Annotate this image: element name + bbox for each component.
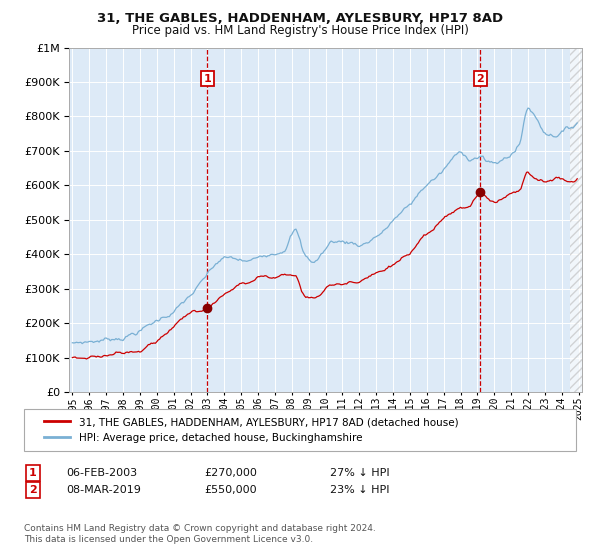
Text: Contains HM Land Registry data © Crown copyright and database right 2024.
This d: Contains HM Land Registry data © Crown c… bbox=[24, 524, 376, 544]
Legend: 31, THE GABLES, HADDENHAM, AYLESBURY, HP17 8AD (detached house), HPI: Average pr: 31, THE GABLES, HADDENHAM, AYLESBURY, HP… bbox=[40, 413, 463, 447]
Text: 31, THE GABLES, HADDENHAM, AYLESBURY, HP17 8AD: 31, THE GABLES, HADDENHAM, AYLESBURY, HP… bbox=[97, 12, 503, 25]
Text: £270,000: £270,000 bbox=[204, 468, 257, 478]
Bar bbox=[570, 48, 587, 392]
FancyBboxPatch shape bbox=[24, 409, 576, 451]
Text: 23% ↓ HPI: 23% ↓ HPI bbox=[330, 485, 389, 495]
Text: 1: 1 bbox=[203, 73, 211, 83]
Text: 08-MAR-2019: 08-MAR-2019 bbox=[66, 485, 141, 495]
Text: 06-FEB-2003: 06-FEB-2003 bbox=[66, 468, 137, 478]
Text: Price paid vs. HM Land Registry's House Price Index (HPI): Price paid vs. HM Land Registry's House … bbox=[131, 24, 469, 37]
Text: 1: 1 bbox=[29, 468, 37, 478]
Text: £550,000: £550,000 bbox=[204, 485, 257, 495]
Text: 27% ↓ HPI: 27% ↓ HPI bbox=[330, 468, 389, 478]
Text: 2: 2 bbox=[476, 73, 484, 83]
Text: 2: 2 bbox=[29, 485, 37, 495]
